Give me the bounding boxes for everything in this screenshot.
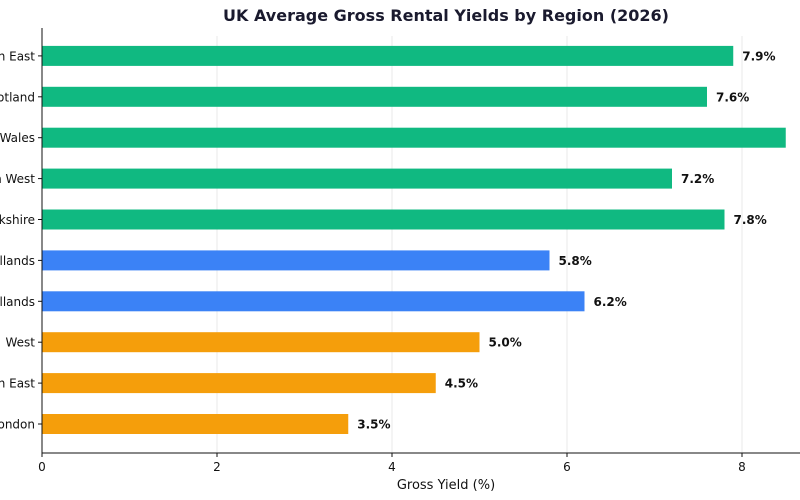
bar-value-label: 4.5% bbox=[445, 377, 478, 391]
bar-london bbox=[42, 414, 349, 434]
y-category-label: llands bbox=[0, 295, 35, 309]
y-category-label: h East bbox=[0, 377, 35, 391]
x-tick-label: 0 bbox=[38, 460, 46, 474]
x-tick-label: 2 bbox=[213, 460, 221, 474]
bar-scotland bbox=[42, 86, 707, 107]
bar-north-west bbox=[42, 168, 672, 189]
bar-south-west bbox=[42, 332, 480, 353]
bar-value-label: 7.6% bbox=[716, 90, 749, 104]
y-category-label: Wales bbox=[0, 131, 35, 145]
y-category-label: West bbox=[5, 336, 35, 350]
y-category-label: otland bbox=[0, 90, 35, 104]
x-tick-label: 6 bbox=[563, 460, 571, 474]
bar-north-east bbox=[42, 45, 734, 66]
bar-east-midlands bbox=[42, 250, 550, 271]
axis-layer: 0 2 4 6 8 ondon h East West llands llands kshire n … bbox=[0, 28, 800, 474]
y-category-label: ondon bbox=[0, 418, 35, 432]
bar-value-label: 6.2% bbox=[594, 295, 627, 309]
y-category-label: llands bbox=[0, 254, 35, 268]
bar-value-label: 7.9% bbox=[742, 49, 775, 63]
bar-value-label: 5.8% bbox=[559, 254, 592, 268]
y-category-label: h East bbox=[0, 49, 35, 63]
y-category-label: kshire bbox=[0, 213, 35, 227]
bars-layer: 3.5% 4.5% 5.0% 6.2% 5.8% 7.8% 7.2% 7.6% 7.9% bbox=[42, 45, 786, 434]
bar-yorkshire bbox=[42, 209, 725, 230]
y-category-label: n West bbox=[0, 172, 35, 186]
x-tick-label: 4 bbox=[388, 460, 396, 474]
bar-value-label: 7.8% bbox=[734, 213, 767, 227]
bar-value-label: 5.0% bbox=[489, 336, 522, 350]
chart-title: UK Average Gross Rental Yields by Region… bbox=[223, 6, 669, 25]
bar-value-label: 7.2% bbox=[681, 172, 714, 186]
bar-value-label: 3.5% bbox=[357, 418, 390, 432]
bar-west-midlands bbox=[42, 291, 585, 312]
x-axis-label: Gross Yield (%) bbox=[397, 478, 495, 493]
bar-south-east bbox=[42, 373, 436, 394]
x-tick-label: 8 bbox=[738, 460, 746, 474]
bar-wales bbox=[42, 127, 786, 148]
